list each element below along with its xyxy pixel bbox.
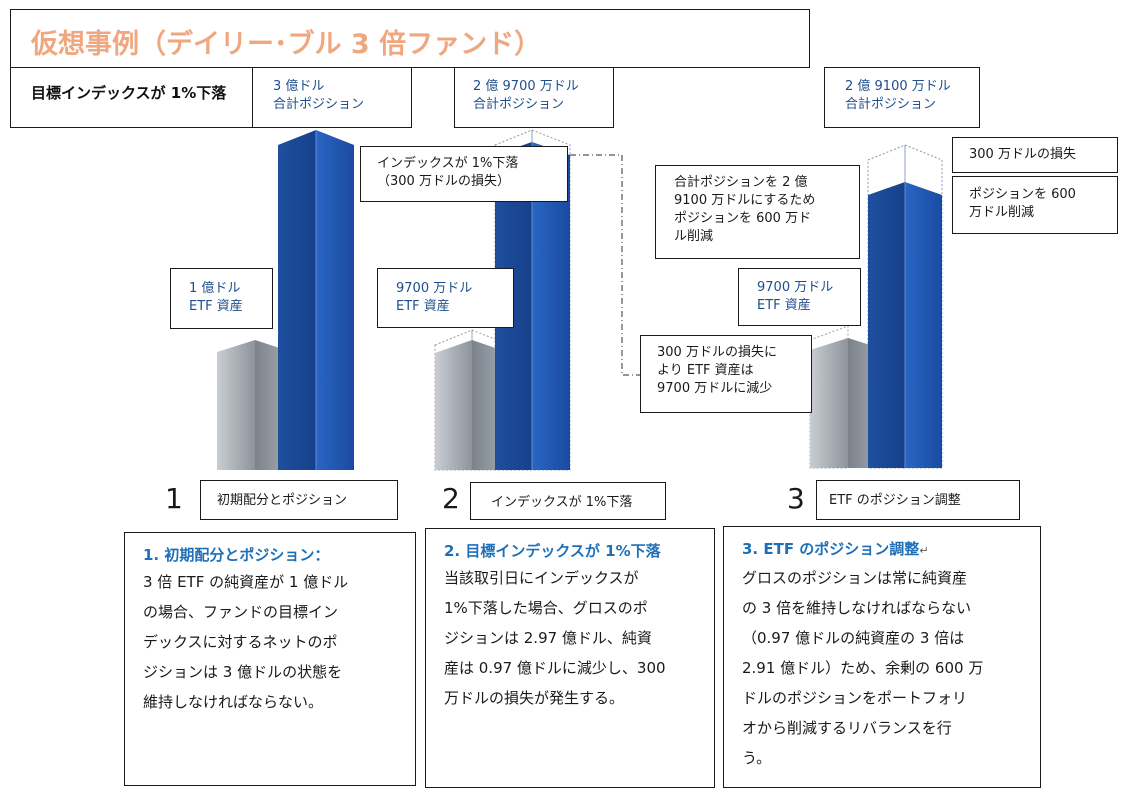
- desc1-line: デックスに対するネットのポ: [143, 633, 338, 651]
- desc2-line: 万ドルの損失が発生する。: [444, 689, 625, 707]
- desc3-box: 3. ETF のポジション調整↵ グロスのポジションは常に純資産 の 3 倍を維…: [723, 526, 1041, 788]
- target-box: 目標インデックスが 1%下落: [10, 67, 253, 128]
- desc2-body: 当該取引日にインデックスが 1%下落した場合、グロスのポ ジションは 2.97 …: [444, 563, 704, 713]
- stage3-adjust-line4: ル削減: [674, 229, 714, 244]
- paragraph-mark-icon: ↵: [919, 544, 929, 557]
- desc1-line: の場合、ファンドの目標イン: [143, 603, 339, 621]
- stage2-loss-note-line2: より ETF 資産は: [657, 363, 754, 378]
- stage3-etf-assets-box: 9700 万ドル ETF 資産: [738, 268, 861, 326]
- stage3-reduce-box: ポジションを 600 万ドル削減: [952, 176, 1118, 234]
- stage2-total-amount: 2 億 9700 万ドル: [473, 79, 579, 94]
- stage1-etf-amount: 1 億ドル: [189, 281, 241, 296]
- desc3-heading: 3. ETF のポジション調整: [742, 540, 920, 558]
- desc1-heading: 1. 初期配分とポジション：: [143, 546, 330, 564]
- desc3-line: ドルのポジションをポートフォリ: [742, 689, 968, 707]
- stage1-etf-caption: ETF 資産: [189, 299, 243, 314]
- desc3-line: （0.97 億ドルの純資産の 3 倍は: [742, 629, 965, 647]
- stage2-index-drop-line1: インデックスが 1%下落: [377, 156, 519, 171]
- stage1-total-caption: 合計ポジション: [273, 97, 365, 112]
- stage2-number: 2: [442, 482, 460, 515]
- stage2-etf-assets-box: 9700 万ドル ETF 資産: [377, 268, 514, 328]
- stage3-total-amount: 2 億 9100 万ドル: [845, 79, 951, 94]
- desc1-body: 3 倍 ETF の純資産が 1 億ドル の場合、ファンドの目標イン デックスに対…: [143, 567, 405, 717]
- desc1-line: 維持しなければならない。: [143, 693, 324, 711]
- stage3-adjust-note-box: 合計ポジションを 2 億 9100 万ドルにするため ポジションを 600 万ド…: [655, 165, 860, 259]
- stage3-total-caption: 合計ポジション: [845, 97, 937, 112]
- desc3-line: う。: [742, 749, 772, 767]
- stage1-caption: 初期配分とポジション: [217, 493, 348, 508]
- stage3-position-bar: [867, 144, 943, 469]
- stage3-number: 3: [787, 482, 805, 515]
- desc3-body: グロスのポジションは常に純資産 の 3 倍を維持しなければならない （0.97 …: [742, 563, 1030, 773]
- page-title: 仮想事例（デイリー･ブル 3 倍ファンド）: [31, 29, 542, 60]
- desc2-line: 1%下落した場合、グロスのポ: [444, 599, 648, 617]
- stage3-caption: ETF のポジション調整: [829, 493, 961, 508]
- desc2-line: ジションは 2.97 億ドル、純資: [444, 629, 652, 647]
- stage3-reduce-line1: ポジションを 600: [969, 187, 1076, 202]
- desc1-box: 1. 初期配分とポジション： 3 倍 ETF の純資産が 1 億ドル の場合、フ…: [124, 532, 416, 786]
- stage1-number: 1: [165, 482, 183, 515]
- stage2-index-drop-box: インデックスが 1%下落 （300 万ドルの損失）: [360, 146, 568, 202]
- stage1-total-position-box: 3 億ドル 合計ポジション: [252, 67, 412, 128]
- stage1-position-bar: [278, 130, 354, 470]
- title-box: 仮想事例（デイリー･ブル 3 倍ファンド）: [10, 9, 810, 68]
- stage3-adjust-line3: ポジションを 600 万ド: [674, 211, 812, 226]
- desc3-line: オから削減するリバランスを行: [742, 719, 952, 737]
- stage3-total-position-box: 2 億 9100 万ドル 合計ポジション: [824, 67, 980, 128]
- stage2-caption-box: インデックスが 1%下落: [470, 482, 666, 520]
- stage2-loss-note-box: 300 万ドルの損失に より ETF 資産は 9700 万ドルに減少: [640, 335, 812, 413]
- stage2-total-position-box: 2 億 9700 万ドル 合計ポジション: [454, 67, 614, 128]
- desc3-line: の 3 倍を維持しなければならない: [742, 599, 972, 617]
- desc2-heading: 2. 目標インデックスが 1%下落: [444, 542, 661, 560]
- stage3-adjust-line2: 9100 万ドルにするため: [674, 193, 816, 208]
- stage3-adjust-line1: 合計ポジションを 2 億: [674, 175, 808, 190]
- stage1-caption-box: 初期配分とポジション: [200, 480, 398, 520]
- desc2-line: 産は 0.97 億ドルに減少し、300: [444, 659, 666, 677]
- desc3-line: グロスのポジションは常に純資産: [742, 569, 968, 587]
- stage3-etf-amount: 9700 万ドル: [757, 280, 834, 295]
- desc2-line: 当該取引日にインデックスが: [444, 569, 639, 587]
- stage2-etf-caption: ETF 資産: [396, 299, 450, 314]
- stage3-loss: 300 万ドルの損失: [969, 147, 1076, 162]
- stage3-caption-box: ETF のポジション調整: [816, 480, 1020, 520]
- stage2-loss-note-line1: 300 万ドルの損失に: [657, 345, 777, 360]
- desc1-line: ジションは 3 億ドルの状態を: [143, 663, 343, 681]
- desc3-heading-row: 3. ETF のポジション調整↵: [742, 537, 1030, 563]
- desc3-line: 2.91 億ドル）ため、余剰の 600 万: [742, 659, 984, 677]
- target-label: 目標インデックスが 1%下落: [31, 84, 227, 102]
- stage2-index-drop-line2: （300 万ドルの損失）: [377, 174, 510, 189]
- stage1-total-amount: 3 億ドル: [273, 79, 325, 94]
- stage2-loss-note-line3: 9700 万ドルに減少: [657, 381, 773, 396]
- stage3-reduce-line2: 万ドル削減: [969, 205, 1035, 220]
- stage2-caption: インデックスが 1%下落: [491, 495, 633, 510]
- stage2-etf-amount: 9700 万ドル: [396, 281, 473, 296]
- stage2-total-caption: 合計ポジション: [473, 97, 565, 112]
- desc1-line: 3 倍 ETF の純資産が 1 億ドル: [143, 573, 349, 591]
- stage1-etf-assets-box: 1 億ドル ETF 資産: [170, 268, 273, 329]
- stage3-etf-caption: ETF 資産: [757, 298, 811, 313]
- stage3-loss-box: 300 万ドルの損失: [952, 137, 1118, 173]
- desc2-box: 2. 目標インデックスが 1%下落 当該取引日にインデックスが 1%下落した場合…: [425, 528, 715, 788]
